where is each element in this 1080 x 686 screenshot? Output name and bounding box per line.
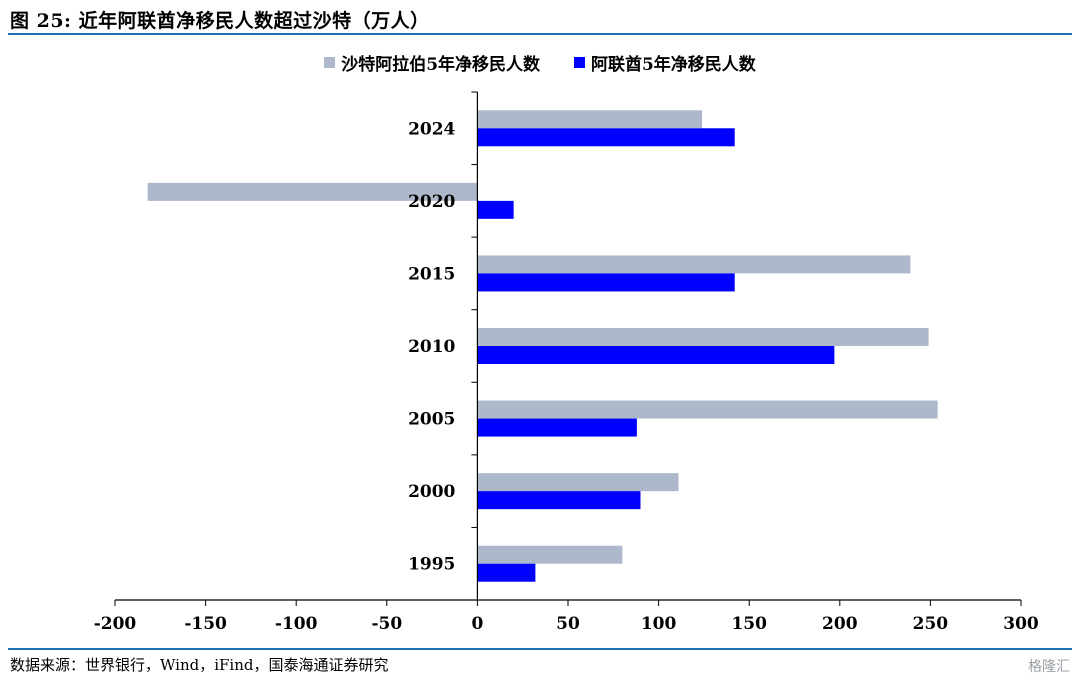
category-label-2024: 2024 (408, 119, 455, 139)
bar-uae-1995 (477, 563, 536, 582)
x-tick-label--150: -150 (184, 614, 227, 634)
category-label-1995: 1995 (408, 555, 455, 575)
bar-saudi-2000 (477, 473, 679, 492)
bar-saudi-2015 (477, 255, 911, 274)
bar-uae-2024 (477, 128, 735, 147)
legend-label-saudi: 沙特阿拉伯5年净移民人数 (341, 55, 541, 75)
bar-uae-2000 (477, 491, 641, 510)
bar-uae-2015 (477, 273, 735, 292)
bar-uae-2005 (477, 418, 637, 437)
x-tick-label-250: 250 (913, 614, 949, 634)
source-note: 数据来源：世界银行，Wind，iFind，国泰海通证券研究 (10, 656, 389, 674)
bar-saudi-1995 (477, 545, 623, 564)
x-tick-label-50: 50 (556, 614, 580, 634)
x-tick-label-100: 100 (641, 614, 677, 634)
x-tick-label--50: -50 (371, 614, 402, 634)
bar-uae-2010 (477, 346, 835, 364)
x-tick-label-0: 0 (471, 614, 483, 634)
x-tick-label--200: -200 (94, 614, 137, 634)
bar-saudi-2005 (477, 400, 938, 419)
category-label-2000: 2000 (408, 482, 455, 502)
x-tick-label-300: 300 (1003, 614, 1039, 634)
bar-saudi-2010 (477, 328, 929, 346)
category-label-2020: 2020 (408, 192, 455, 212)
chart-legend: 沙特阿拉伯5年净移民人数 阿联酋5年净移民人数 (0, 50, 1080, 75)
figure-title: 图 25: 近年阿联酋净移民人数超过沙特（万人） (10, 10, 430, 32)
legend-item-uae: 阿联酋5年净移民人数 (573, 50, 756, 75)
bottom-rule (8, 648, 1072, 650)
x-tick-label-150: 150 (731, 614, 767, 634)
category-label-2015: 2015 (408, 264, 455, 284)
category-label-2005: 2005 (408, 410, 455, 430)
bar-saudi-2024 (477, 110, 703, 129)
bar-uae-2020 (477, 200, 514, 219)
x-tick-label-200: 200 (822, 614, 858, 634)
legend-swatch-saudi (324, 57, 336, 68)
legend-item-saudi: 沙特阿拉伯5年净移民人数 (324, 50, 540, 75)
legend-label-uae: 阿联酋5年净移民人数 (590, 55, 756, 75)
top-rule (8, 33, 1072, 35)
category-label-2010: 2010 (408, 337, 455, 357)
bar-saudi-2020 (147, 182, 478, 201)
legend-swatch-uae (573, 57, 585, 68)
x-tick-label--100: -100 (275, 614, 318, 634)
watermark: 格隆汇 (1028, 659, 1070, 675)
